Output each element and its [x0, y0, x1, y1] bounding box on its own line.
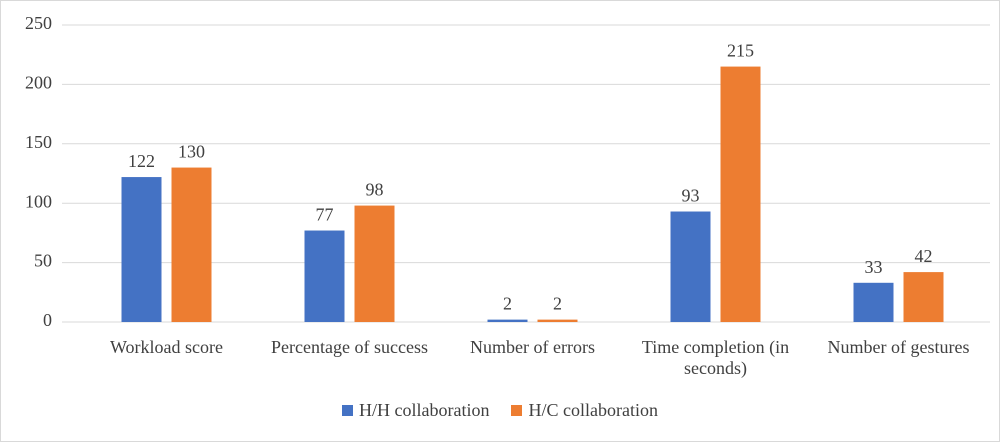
x-tick-label: Percentage of success [271, 337, 428, 357]
legend: H/H collaboration H/C collaboration [0, 400, 1000, 421]
bar [903, 272, 944, 322]
bar [121, 177, 162, 322]
bar [720, 66, 761, 322]
x-tick-label: Number of errors [470, 337, 595, 357]
y-tick-label: 150 [25, 132, 52, 152]
legend-item: H/H collaboration [342, 400, 489, 421]
data-label: 98 [366, 180, 384, 200]
legend-label: H/C collaboration [528, 400, 658, 420]
x-tick-label: Number of gestures [827, 337, 970, 357]
bar [487, 319, 528, 322]
data-label: 130 [178, 142, 205, 162]
data-label: 77 [316, 205, 334, 225]
bar [354, 205, 395, 322]
data-label: 93 [682, 186, 700, 206]
bar [853, 282, 894, 322]
legend-item: H/C collaboration [511, 400, 658, 421]
bar [537, 319, 578, 322]
data-label: 215 [727, 41, 754, 61]
y-tick-label: 250 [25, 13, 52, 33]
data-label: 2 [553, 294, 562, 314]
x-tick-label: Workload score [109, 337, 223, 357]
data-label: 42 [915, 246, 933, 266]
x-tick-label: Time completion (in seconds) [641, 337, 790, 378]
y-tick-label: 50 [34, 251, 52, 271]
data-label: 2 [503, 294, 512, 314]
y-tick-label: 200 [25, 73, 52, 93]
legend-swatch [342, 405, 354, 416]
y-tick-label: 0 [43, 310, 52, 330]
bar [171, 167, 212, 322]
bar [304, 230, 345, 322]
data-label: 122 [128, 151, 155, 171]
legend-label: H/H collaboration [359, 400, 490, 420]
bar [670, 211, 711, 322]
legend-swatch [511, 405, 523, 416]
data-label: 33 [865, 257, 883, 277]
y-tick-label: 100 [25, 191, 52, 211]
